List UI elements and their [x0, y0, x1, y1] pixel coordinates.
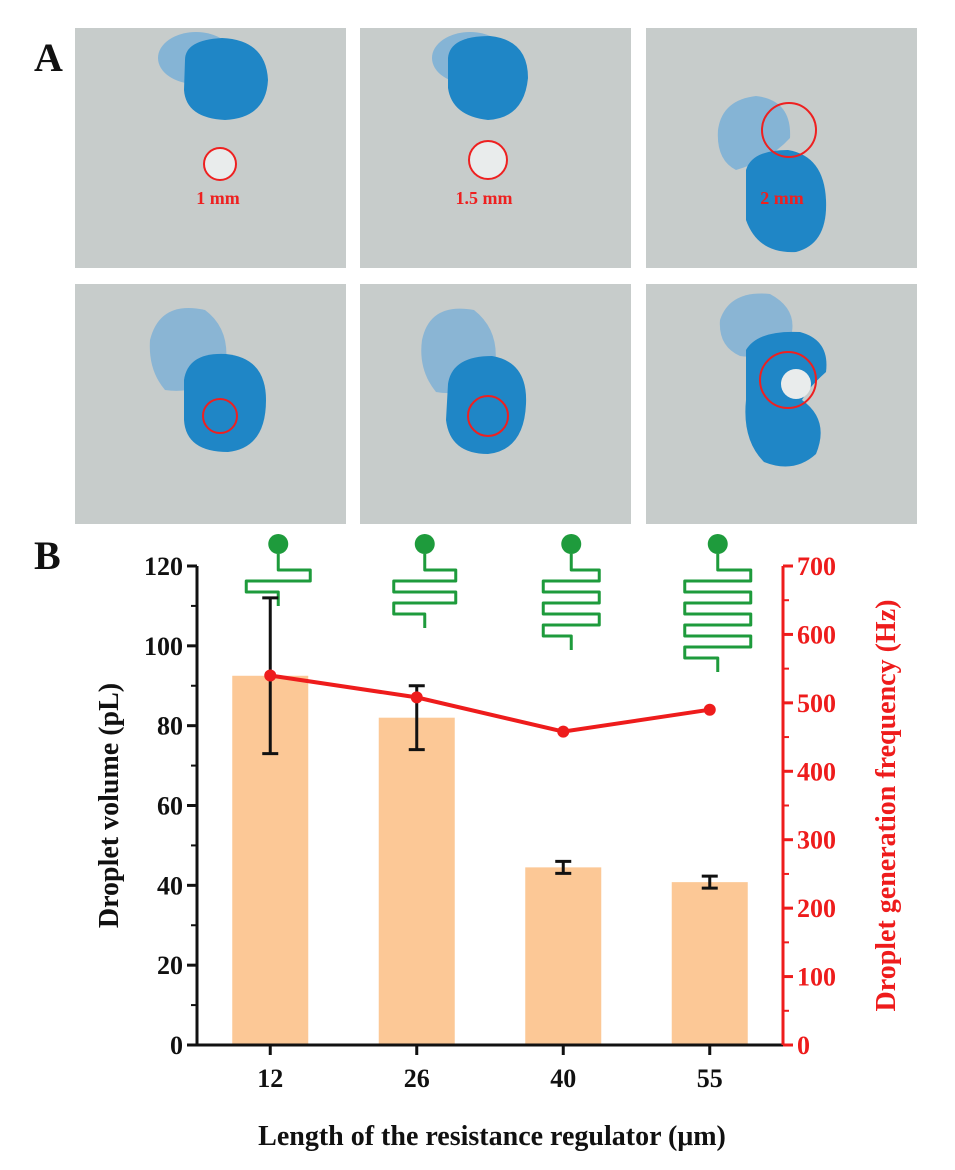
- bar-40: [525, 867, 601, 1045]
- x-axis-title: Length of the resistance regulator (μm): [258, 1121, 726, 1152]
- panel-b-chart: 0 20 40 60 80 100 120 0 100 200 300 400 500 600 700 12 2…: [94, 534, 902, 1152]
- bar-26: [379, 718, 455, 1045]
- right-tick-label: 300: [797, 826, 836, 855]
- left-tick-label: 100: [144, 632, 183, 661]
- resistance-regulator-55-icon: [685, 534, 751, 672]
- photo-label-1mm: 1 mm: [196, 188, 240, 208]
- frequency-point-55: [704, 704, 716, 716]
- bar-55: [672, 882, 748, 1045]
- axes: 0 20 40 60 80 100 120 0 100 200 300 400 500 600 700 12 2…: [94, 552, 902, 1152]
- right-tick-label: 600: [797, 620, 836, 649]
- frequency-series: [264, 669, 716, 737]
- left-tick-label: 60: [157, 792, 183, 821]
- left-y-axis-title: Droplet volume (pL): [94, 683, 125, 928]
- left-tick-label: 40: [157, 871, 183, 900]
- frequency-line: [270, 675, 710, 731]
- x-tick-label-40: 40: [550, 1064, 576, 1093]
- serpentine-channel: [685, 554, 751, 672]
- right-tick-label: 200: [797, 894, 836, 923]
- right-tick-label: 0: [797, 1031, 810, 1060]
- photo-1-5mm-after: [360, 284, 631, 524]
- photo-label-2mm: 2 mm: [760, 188, 804, 208]
- photo-2mm-after: [646, 284, 917, 524]
- inlet-dot: [415, 534, 435, 554]
- serpentine-channel: [543, 554, 599, 650]
- inlet-dot: [708, 534, 728, 554]
- photo-label-1-5mm: 1.5 mm: [456, 188, 513, 208]
- serpentine-channel: [394, 554, 456, 628]
- regulator-icons: [246, 534, 751, 672]
- panel-a-photo-grid: 1 mm 1.5 mm 2 mm: [75, 28, 917, 524]
- inlet-dot: [561, 534, 581, 554]
- inlet-dot: [268, 534, 288, 554]
- right-tick-label: 500: [797, 689, 836, 718]
- resistance-regulator-40-icon: [543, 534, 599, 650]
- x-tick-label-12: 12: [257, 1064, 283, 1093]
- right-y-axis-title: Droplet generation frequency (Hz): [871, 600, 902, 1012]
- x-tick-label-55: 55: [697, 1064, 723, 1093]
- resistance-regulator-26-icon: [394, 534, 456, 628]
- photo-1mm-after: [75, 284, 346, 524]
- frequency-point-40: [557, 726, 569, 738]
- x-tick-label-26: 26: [404, 1064, 430, 1093]
- error-bars: [262, 598, 718, 888]
- frequency-point-12: [264, 669, 276, 681]
- photo-1-5mm-before: 1.5 mm: [360, 28, 631, 268]
- resistance-regulator-12-icon: [246, 534, 310, 606]
- photo-1mm-before: 1 mm: [75, 28, 346, 268]
- frequency-point-26: [411, 691, 423, 703]
- right-tick-label: 100: [797, 963, 836, 992]
- bar-series: [232, 676, 748, 1045]
- left-tick-label: 80: [157, 712, 183, 741]
- photo-2mm-before: 2 mm: [646, 28, 917, 268]
- left-tick-label: 0: [170, 1031, 183, 1060]
- right-tick-label: 700: [797, 552, 836, 581]
- right-tick-label: 400: [797, 757, 836, 786]
- left-tick-label: 20: [157, 951, 183, 980]
- left-tick-label: 120: [144, 552, 183, 581]
